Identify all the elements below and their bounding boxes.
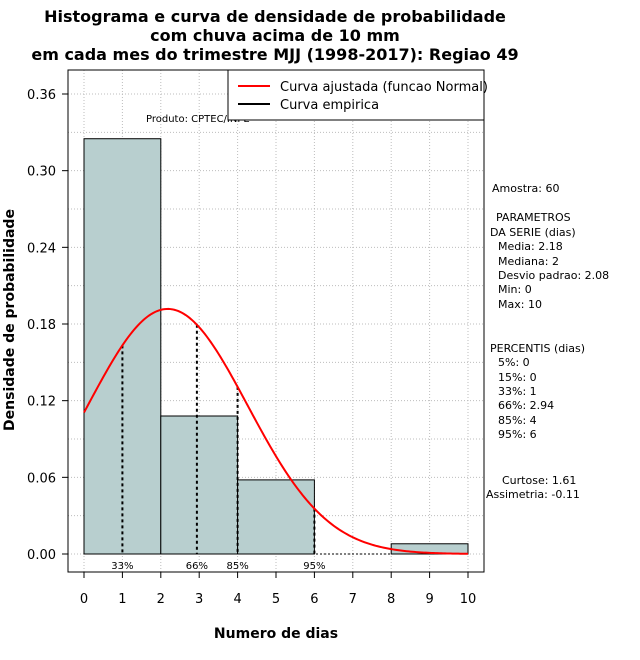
- stat-amostra: Amostra: 60: [492, 182, 559, 195]
- x-tick-label: 9: [425, 592, 433, 607]
- percentile-label: 66%: [186, 561, 208, 572]
- perc-5: 5%: 0: [498, 356, 530, 369]
- curves: [83, 307, 469, 555]
- x-tick-label: 4: [233, 592, 241, 607]
- x-axis-label: Numero de dias: [214, 626, 338, 642]
- perc-title: PERCENTIS (dias): [490, 342, 585, 355]
- chart-title-line-3: em cada mes do trimestre MJJ (1998-2017)…: [31, 45, 518, 64]
- perc-66: 66%: 2.94: [498, 399, 554, 412]
- param-title-2: DA SERIE (dias): [490, 226, 576, 239]
- x-tick-label: 6: [310, 592, 318, 607]
- legend-box: [227, 69, 485, 121]
- x-tick-label: 1: [118, 592, 126, 607]
- stat-assimetria: Assimetria: -0.11: [486, 488, 580, 501]
- y-tick-label: 0.36: [27, 88, 56, 103]
- percentile-lines: 33% 66% 85% 95%: [111, 324, 326, 572]
- x-tick-label: 10: [460, 592, 477, 607]
- perc-95: 95%: 6: [498, 428, 537, 441]
- x-tick-label: 7: [349, 592, 357, 607]
- y-tick-label: 0.18: [27, 318, 56, 333]
- legend-label-empirical: Curva empirica: [280, 98, 379, 113]
- stat-media: Media: 2.18: [498, 240, 563, 253]
- x-tick-label: 3: [195, 592, 203, 607]
- perc-33: 33%: 1: [498, 385, 537, 398]
- x-tick-label: 2: [157, 592, 165, 607]
- percentile-label: 85%: [226, 561, 248, 572]
- y-axis-label: Densidade de probabilidade: [2, 209, 18, 431]
- y-tick-label: 0.12: [27, 395, 56, 410]
- y-tick-label: 0.30: [27, 165, 56, 180]
- x-tick-label: 8: [387, 592, 395, 607]
- legend-label-normal: Curva ajustada (funcao Normal): [280, 80, 488, 95]
- stat-min: Min: 0: [498, 283, 532, 296]
- histogram-bar: [237, 479, 315, 555]
- perc-85: 85%: 4: [498, 414, 537, 427]
- stat-curtose: Curtose: 1.61: [502, 474, 576, 487]
- x-tick-label: 5: [272, 592, 280, 607]
- y-tick-label: 0.24: [27, 241, 56, 256]
- legend: Curva ajustada (funcao Normal) Curva emp…: [227, 69, 488, 121]
- percentile-label: 95%: [303, 561, 325, 572]
- y-tick-label: 0.00: [27, 548, 56, 563]
- chart-title-line-1: Histograma e curva de densidade de proba…: [44, 7, 506, 26]
- chart-title-line-2: com chuva acima de 10 mm: [150, 26, 400, 45]
- product-note: Produto: CPTEC/INPE: [146, 114, 250, 125]
- y-tick-label: 0.06: [27, 471, 56, 486]
- x-tick-label: 0: [80, 592, 88, 607]
- stats-panel: Amostra: 60 PARAMETROS DA SERIE (dias) M…: [486, 182, 609, 501]
- perc-15: 15%: 0: [498, 371, 537, 384]
- normal-curve: [83, 307, 469, 555]
- param-title-1: PARAMETROS: [496, 211, 571, 224]
- stat-desvio: Desvio padrao: 2.08: [498, 269, 609, 282]
- percentile-label: 33%: [111, 561, 133, 572]
- stat-mediana: Mediana: 2: [498, 255, 559, 268]
- histogram-bar: [160, 415, 239, 555]
- stat-max: Max: 10: [498, 298, 542, 311]
